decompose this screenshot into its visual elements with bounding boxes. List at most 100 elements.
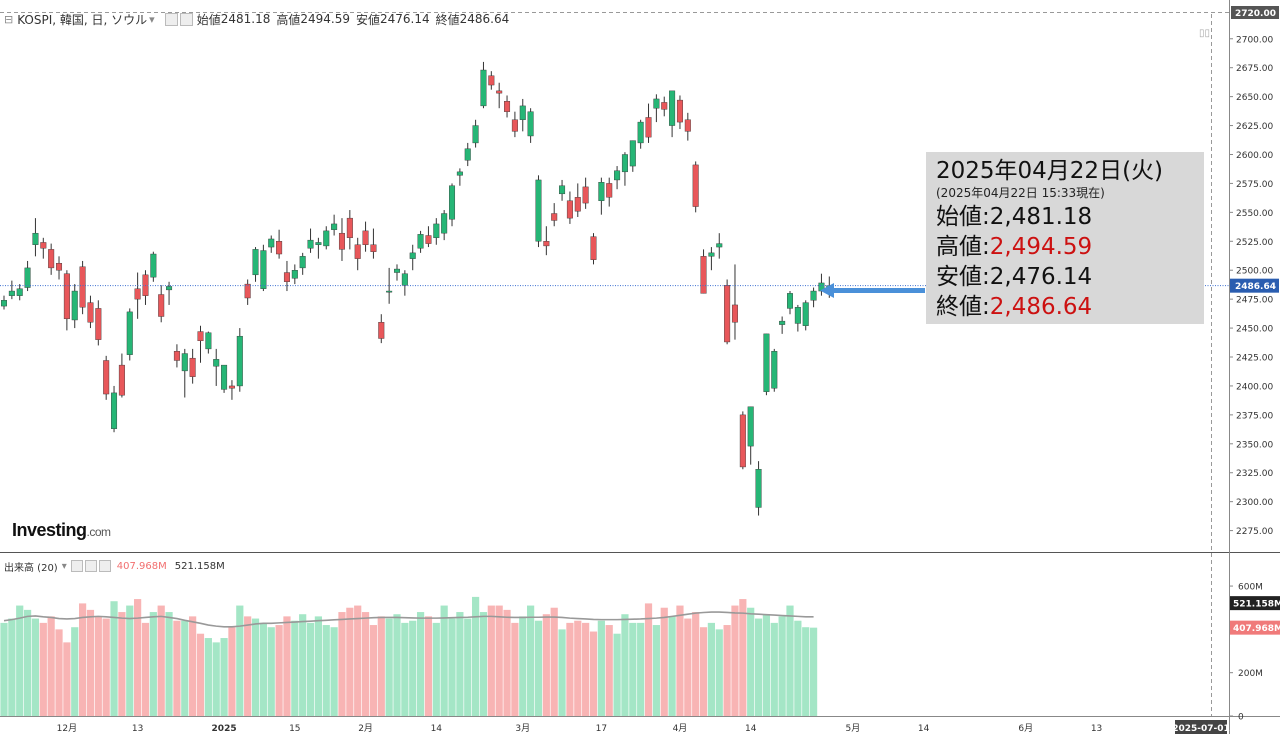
volume-bar [361,612,370,716]
volume-bar [424,616,433,716]
volume-dropdown-icon[interactable]: ▾ [61,560,67,572]
candle [252,247,259,282]
candle-body [425,235,432,244]
x-tick-label: 15 [289,724,300,734]
volume-bar [754,618,763,716]
candle [763,333,770,396]
candle-body [228,385,235,389]
candle [16,284,23,301]
candle [24,260,31,292]
volume-bar [676,605,684,716]
dropdown-chevron-icon[interactable]: ▾ [149,12,155,26]
price-tick-label: 2525.00 [1236,238,1273,248]
low-value: 2476.14 [380,12,430,26]
overlay: 2486.64 [0,278,1279,298]
volume-bar [126,605,134,716]
candle [787,291,794,315]
info-open-row: 始値:2,481.18 [936,202,1194,232]
volume-settings-icon[interactable] [70,560,83,572]
candle-body [614,170,621,181]
candle [480,61,487,109]
volume-bar [346,607,354,716]
settings-icon[interactable] [164,12,178,26]
close-label: 終値 [435,12,460,27]
candle-body [661,102,668,110]
candle-body [472,125,479,144]
volume-bar [322,625,330,716]
volume-bar [181,620,189,716]
collapse-icon[interactable]: ⊟ [4,12,14,26]
candle-body [598,182,605,201]
candle [590,233,597,265]
volume-bar [173,620,181,716]
volume-bar [110,601,118,716]
volume-bar [8,618,16,716]
info-date: 2025年04月22日(火) [936,158,1164,184]
volume-bar [668,616,676,716]
candle [189,348,196,384]
candle [559,179,566,201]
candle [472,119,479,148]
candle [504,95,511,118]
chart-controls-icon[interactable]: ▯▯ [1199,28,1211,39]
volume-bar [118,612,126,716]
volumes [0,596,818,716]
volume-bar [220,638,228,716]
candle [496,82,503,109]
volume-bar [582,622,590,716]
volume-close-icon[interactable] [98,560,111,572]
candle-body [606,183,613,198]
candle [173,344,180,368]
candle-body [794,307,801,324]
volume-bar [299,614,307,716]
volume-hide-icon[interactable] [84,560,97,572]
candle-body [441,213,448,234]
candle-body [582,186,589,204]
axes: 2275.00 2300.00 2325.00 2350.00 2375.00 2400.… [57,6,1280,734]
x-tick-label: 17 [596,724,607,734]
info-close-value: 2,486.64 [989,294,1093,320]
candle-body [354,244,361,259]
candle-body [449,185,456,220]
candle-body [181,353,188,372]
volume-bar [707,622,715,716]
volume-bar [244,616,252,716]
volume-bar [589,631,598,716]
candle [425,226,432,248]
price-tick-label: 2575.00 [1236,180,1273,190]
candle-body [158,294,165,317]
candle [63,270,70,331]
candle [118,353,125,398]
volume-bar [31,618,40,716]
candle-body [590,236,597,260]
candle [621,152,628,186]
candle [32,218,39,257]
volume-bar [401,622,409,716]
candle [95,300,102,346]
price-tick-label: 2600.00 [1236,151,1273,161]
volume-bar [432,622,440,716]
price-tick-label: 2325.00 [1236,469,1273,479]
candle-body [551,213,558,221]
last-date-badge [1175,720,1227,734]
price-tick-label: 2275.00 [1236,527,1273,537]
candle-body [716,243,723,248]
info-close-label: 終値: [936,294,990,320]
candle-body [394,268,401,273]
candle [386,267,393,304]
candle [291,264,298,285]
candle [417,230,424,253]
candle-body [763,333,770,392]
volume-bar [283,616,291,716]
hide-icon[interactable] [179,12,193,26]
pointer-arrow-head [820,283,834,298]
candle-body [755,469,762,508]
volume-bar [613,633,621,716]
candle [362,221,369,252]
candle [56,256,63,280]
x-tick-label: 13 [1091,724,1102,734]
volume-bar [330,627,338,716]
candle-body [236,335,243,387]
volume-bar [141,622,150,716]
candle-body [527,111,534,137]
